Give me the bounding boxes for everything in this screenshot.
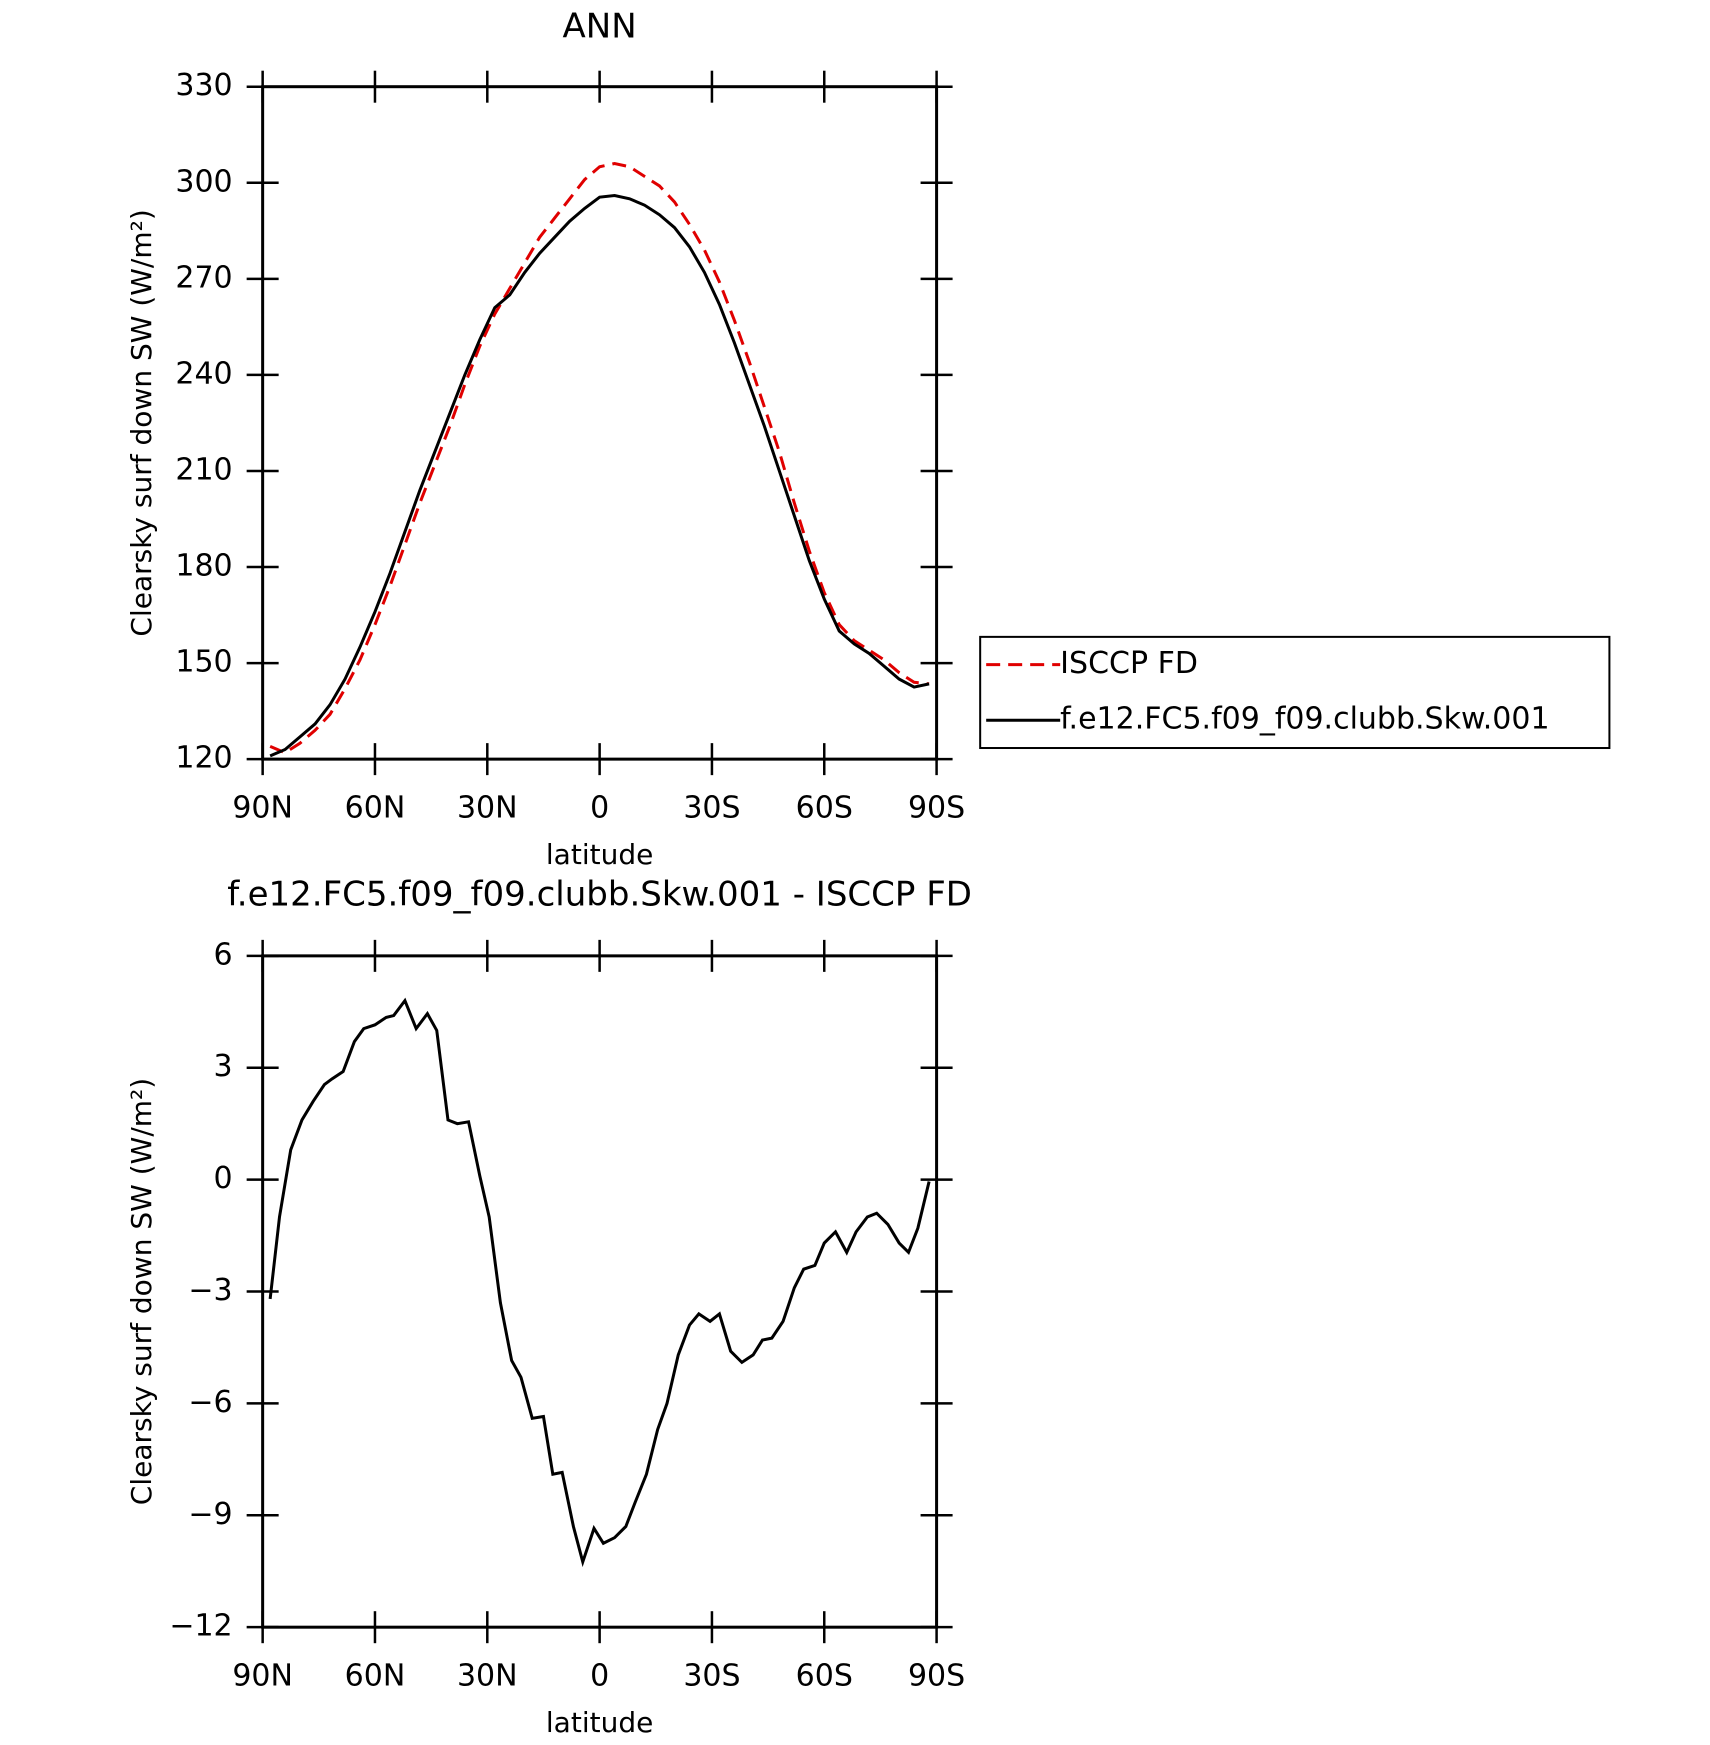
y-tick-label: 6 — [214, 937, 233, 972]
y-tick-label: 240 — [175, 356, 232, 391]
y-tick-label: 150 — [175, 645, 232, 680]
x-tick-label: 30S — [683, 1659, 740, 1694]
legend-label: ISCCP FD — [1060, 646, 1198, 681]
y-tick-label: 0 — [214, 1161, 233, 1196]
x-tick-label: 30N — [457, 1659, 518, 1694]
plot-frame — [261, 954, 939, 1629]
x-tick-label: 90S — [908, 1659, 965, 1694]
y-axis-label: Clearsky surf down SW (W/m²) — [125, 1078, 158, 1505]
y-tick-label: 270 — [175, 260, 232, 295]
x-tick-label: 30N — [457, 791, 518, 826]
x-tick-label: 0 — [590, 791, 609, 826]
x-tick-label: 90N — [232, 791, 293, 826]
y-axis-label: Clearsky surf down SW (W/m²) — [125, 209, 158, 636]
x-tick-label: 30S — [683, 791, 740, 826]
y-tick-label: −6 — [188, 1385, 232, 1420]
y-tick-label: −3 — [188, 1273, 232, 1308]
x-tick-label: 0 — [590, 1659, 609, 1694]
data-line — [268, 997, 931, 1568]
y-tick-label: 300 — [175, 164, 232, 199]
chart-title: ANN — [563, 6, 637, 46]
data-line — [269, 162, 930, 755]
x-axis-label: latitude — [546, 1706, 653, 1739]
legend-label: f.e12.FC5.f09_f09.clubb.Skw.001 — [1060, 702, 1549, 737]
y-tick-label: 180 — [175, 549, 232, 584]
y-tick-label: 210 — [175, 452, 232, 487]
y-tick-label: −12 — [169, 1609, 232, 1644]
x-tick-label: 60S — [796, 791, 853, 826]
y-tick-label: 120 — [175, 741, 232, 776]
x-tick-label: 60N — [345, 791, 406, 826]
plot-frame — [261, 85, 939, 761]
data-line — [269, 194, 930, 758]
x-tick-label: 60S — [796, 1659, 853, 1694]
x-tick-label: 90N — [232, 1659, 293, 1694]
y-tick-label: −9 — [188, 1497, 232, 1532]
x-axis-label: latitude — [546, 838, 653, 871]
y-tick-label: 3 — [214, 1049, 233, 1084]
legend-box — [979, 635, 1611, 750]
x-tick-label: 60N — [345, 1659, 406, 1694]
y-tick-label: 330 — [175, 68, 232, 103]
chart-title: f.e12.FC5.f09_f09.clubb.Skw.001 - ISCCP … — [227, 874, 972, 914]
x-tick-label: 90S — [908, 791, 965, 826]
